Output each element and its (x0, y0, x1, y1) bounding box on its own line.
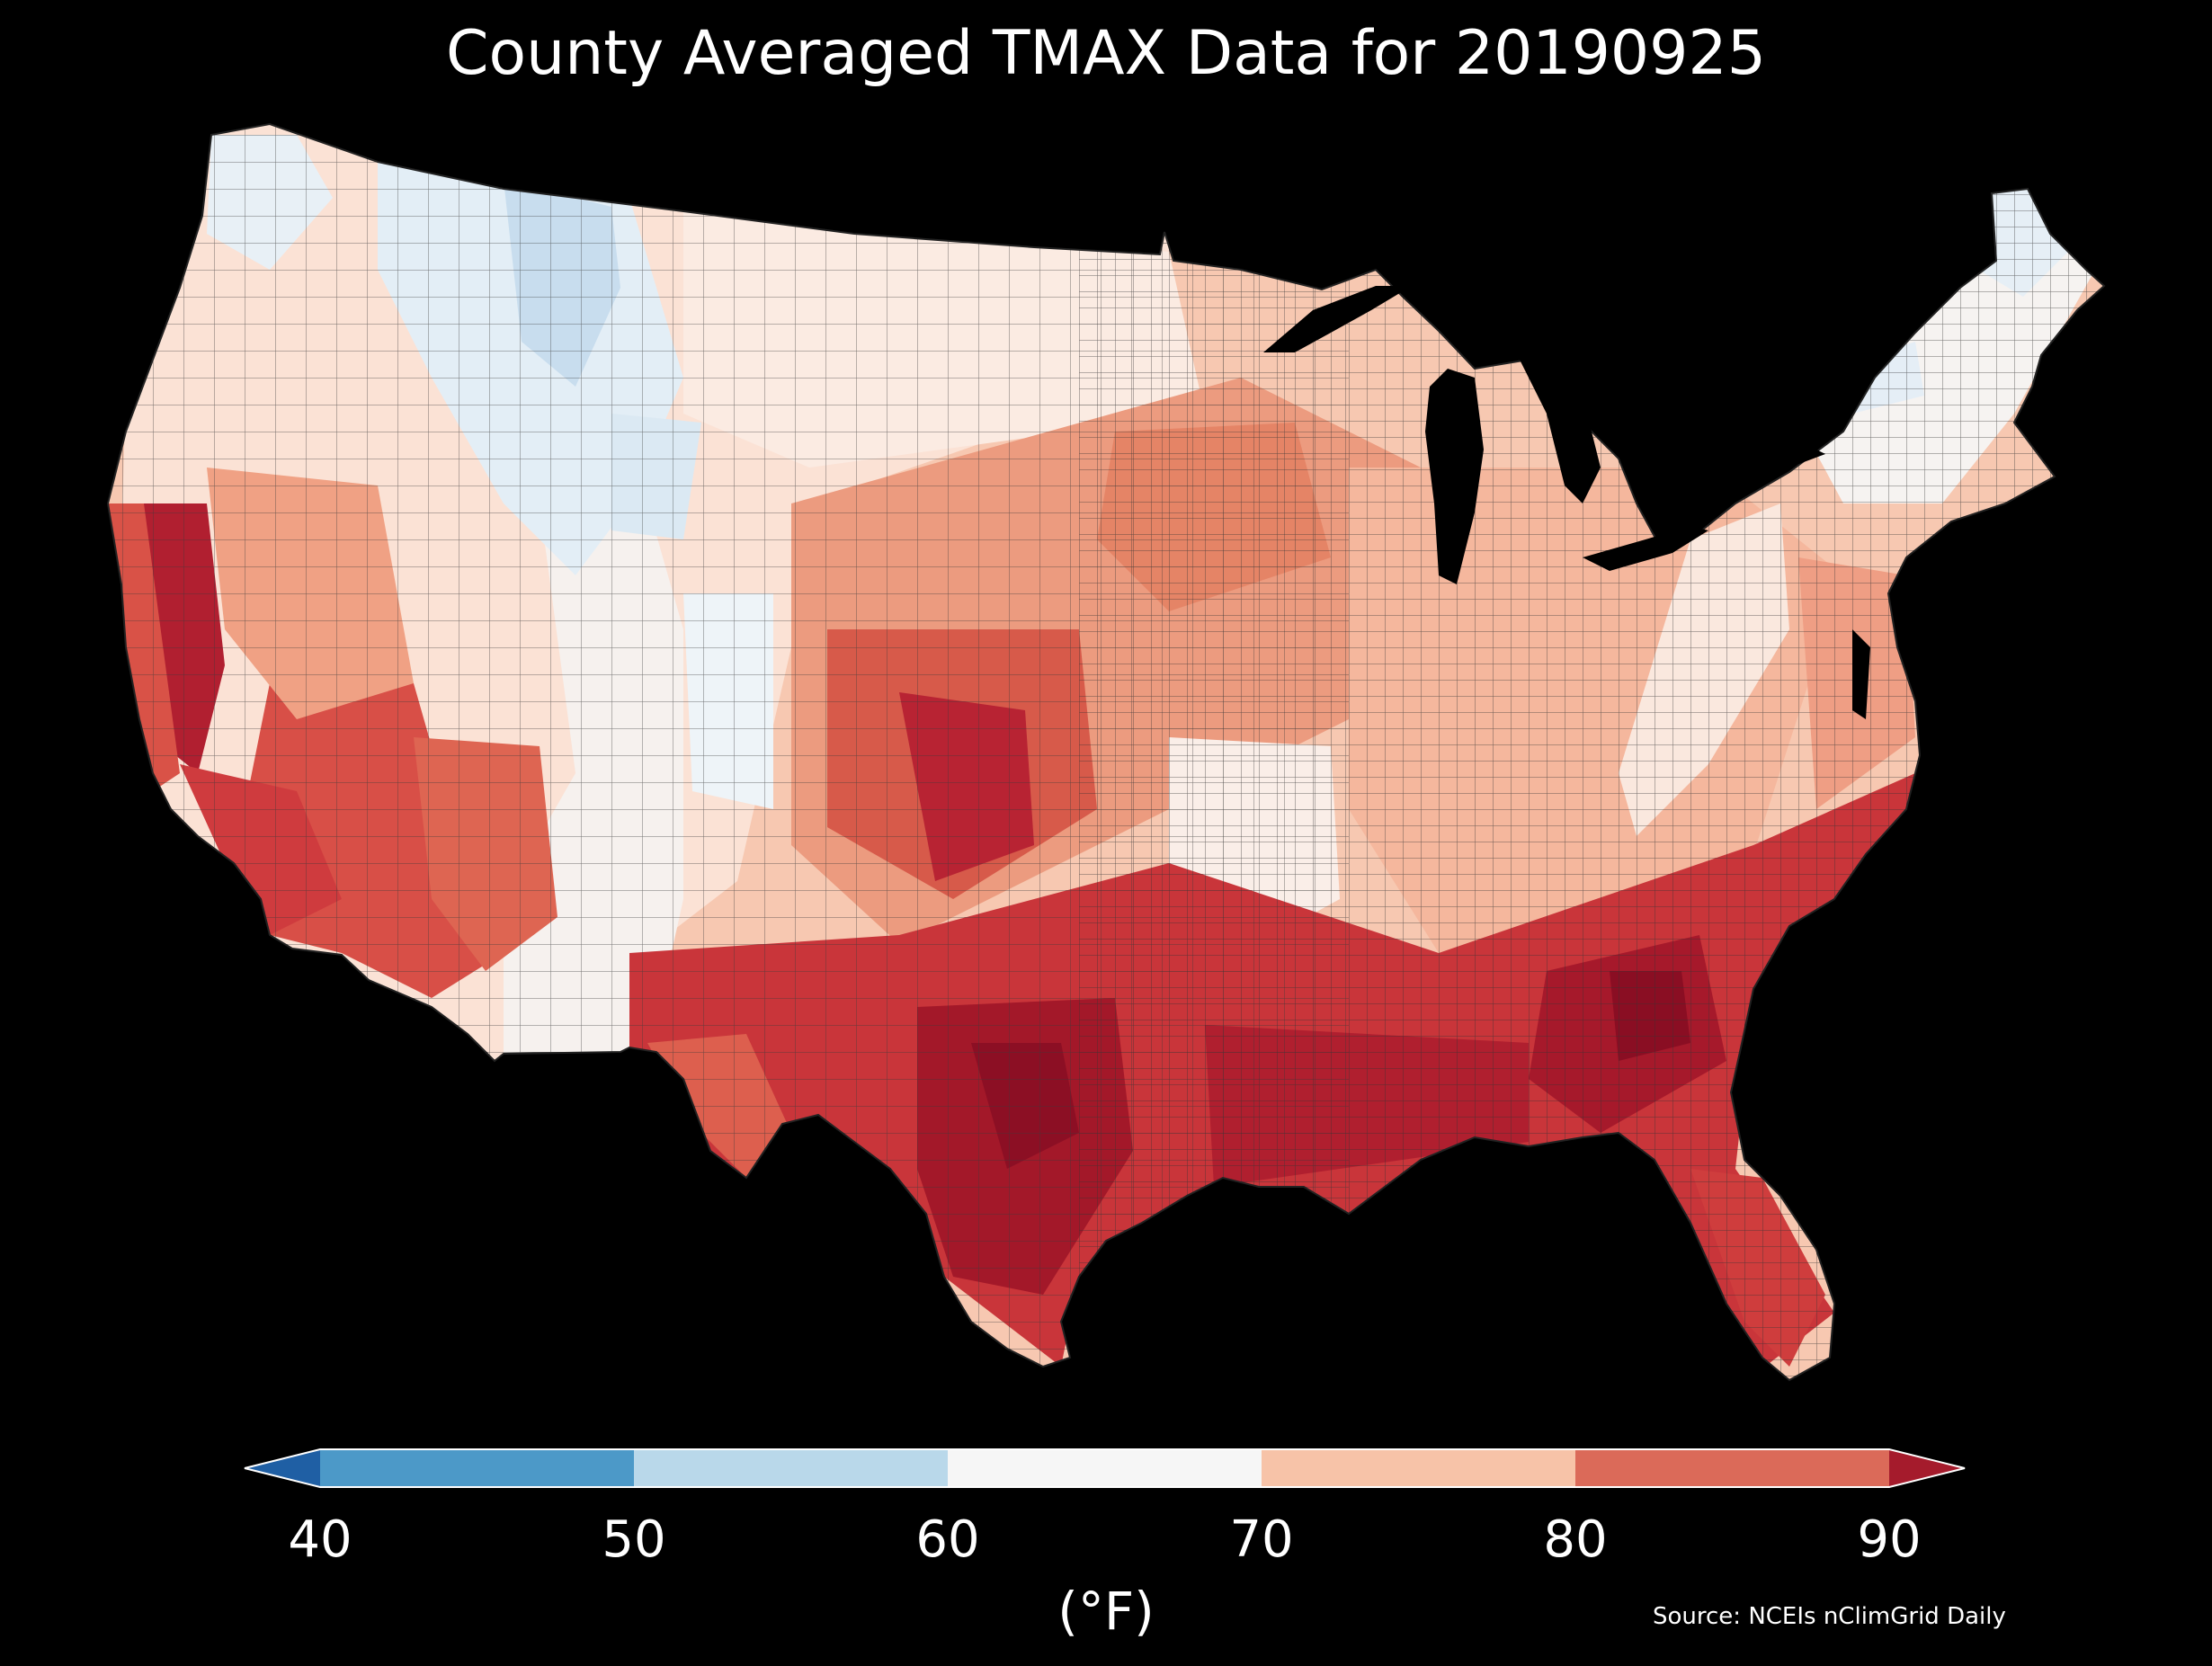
chesapeake-bay (1852, 629, 1870, 719)
colorbar-extend-low (245, 1449, 320, 1487)
colorbar (244, 1448, 1966, 1488)
lake-erie (1583, 526, 1708, 571)
lake-huron (1520, 351, 1601, 503)
lake-superior (1263, 286, 1412, 352)
colorbar-tick-60: 60 (915, 1510, 980, 1569)
colorbar-bin-80-90 (1575, 1449, 1889, 1487)
great-lakes (1263, 286, 1870, 719)
county-borders-east (1079, 124, 2104, 1380)
colorbar-bin-70-80 (1262, 1449, 1575, 1487)
map-title: County Averaged TMAX Data for 20190925 (446, 18, 1766, 89)
colorbar-tick-90: 90 (1857, 1510, 1922, 1569)
colorbar-tick-40: 40 (288, 1510, 352, 1569)
colorbar-tick-70: 70 (1229, 1510, 1294, 1569)
colorbar-tick-50: 50 (602, 1510, 666, 1569)
colorbar-bin-50-60 (634, 1449, 948, 1487)
colorbar-extend-high (1889, 1449, 1965, 1487)
lake-ontario (1762, 445, 1825, 468)
colorbar-units-label: (°F) (1057, 1581, 1155, 1642)
colorbar-bin-60-70 (948, 1449, 1262, 1487)
colorbar-outline (244, 1448, 1966, 1488)
source-credit: Source: NCEIs nClimGrid Daily (1653, 1603, 2006, 1630)
colorbar-tick-80: 80 (1543, 1510, 1608, 1569)
colorbar-bin-40-50 (320, 1449, 634, 1487)
lake-michigan (1425, 369, 1484, 584)
